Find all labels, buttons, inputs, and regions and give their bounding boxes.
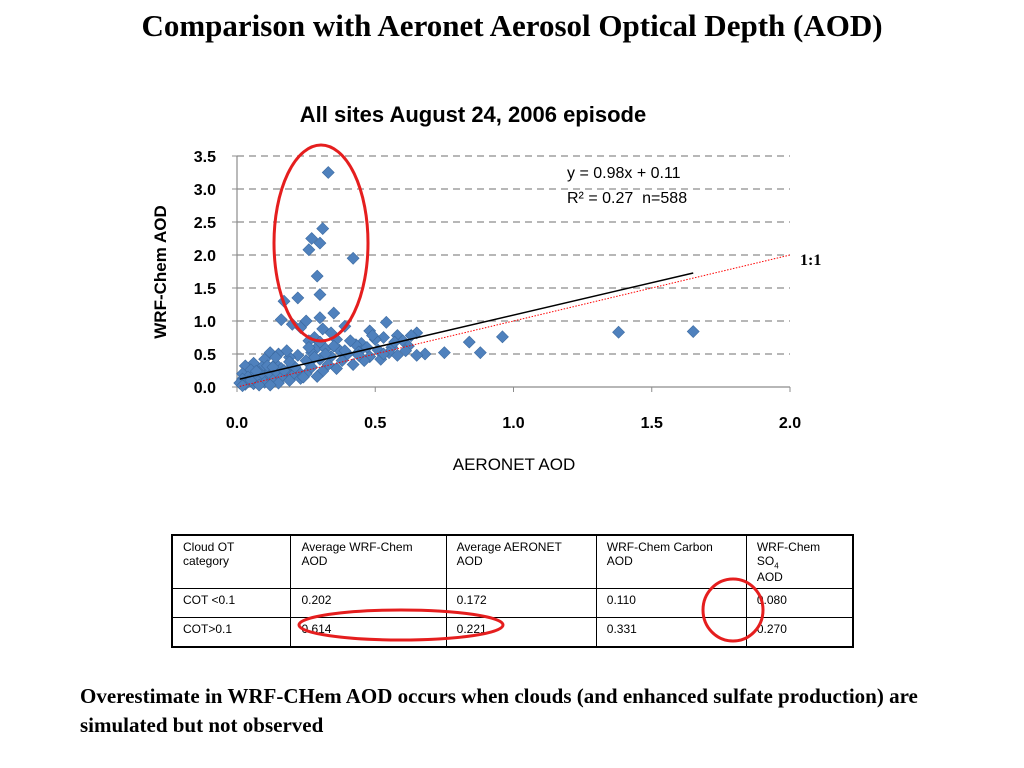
scatter-chart: All sites August 24, 2006 episode 0.0 0.5… xyxy=(151,102,821,474)
regression-equation: y = 0.98x + 0.11 xyxy=(567,165,681,182)
data-point xyxy=(327,306,341,320)
table-header-row: Cloud OT category Average WRF-Chem AOD A… xyxy=(171,534,854,590)
data-point xyxy=(302,243,316,257)
outlier-highlight-ellipse xyxy=(272,143,370,343)
data-point xyxy=(321,166,335,179)
table-cell: 0.270 xyxy=(745,617,854,649)
data-point xyxy=(310,370,324,383)
data-point xyxy=(305,232,319,245)
table-cell: 0.080 xyxy=(745,588,854,619)
data-point xyxy=(410,348,424,362)
y-tick-label: 2.5 xyxy=(194,215,216,232)
table-row: COT>0.1 0.614 0.221 0.331 0.270 xyxy=(171,617,854,649)
data-point xyxy=(296,370,310,384)
data-point xyxy=(236,379,249,393)
x-tick-label: 1.0 xyxy=(502,415,524,432)
table-cell: 0.172 xyxy=(445,588,597,619)
x-tick-label: 2.0 xyxy=(779,415,801,432)
axes xyxy=(232,155,791,392)
slide-title: Comparison with Aeronet Aerosol Optical … xyxy=(141,8,883,43)
data-point xyxy=(327,339,341,353)
data-point xyxy=(612,325,625,339)
fit-lines xyxy=(239,254,791,387)
data-point xyxy=(473,346,487,360)
data-point xyxy=(280,344,294,358)
data-point xyxy=(313,236,327,250)
y-tick-label: 3.5 xyxy=(194,149,216,166)
table-cell: 0.110 xyxy=(595,588,747,619)
tick-labels: 0.0 0.5 1.0 1.5 2.0 2.5 3.0 3.5 0.0 0.5 1.0 1.5 2.0 xyxy=(194,149,801,432)
data-point xyxy=(302,340,316,354)
table-row: COT <0.1 0.202 0.172 0.110 0.080 xyxy=(171,588,854,619)
table-cell: 0.614 xyxy=(290,617,447,649)
y-tick-label: 3.0 xyxy=(194,182,216,199)
table-cell: COT>0.1 xyxy=(171,617,292,649)
so4-label: WRF-Chem SO xyxy=(756,540,821,568)
y-tick-label: 1.0 xyxy=(194,314,216,331)
data-point xyxy=(366,329,379,342)
x-tick-label: 0.5 xyxy=(364,415,386,432)
data-point xyxy=(330,362,343,375)
data-point xyxy=(316,222,330,236)
so4-subscript: 4 xyxy=(774,561,779,571)
data-point xyxy=(399,344,413,358)
one-to-one-label: 1:1 xyxy=(800,252,821,269)
table-cell: 0.202 xyxy=(290,588,447,619)
data-point xyxy=(437,346,451,360)
y-tick-label: 2.0 xyxy=(194,248,216,265)
data-point xyxy=(274,313,288,327)
data-point xyxy=(269,350,283,364)
x-tick-label: 0.0 xyxy=(226,415,248,432)
y-tick-label: 0.5 xyxy=(194,347,216,364)
data-point xyxy=(283,373,296,387)
data-point xyxy=(263,378,277,392)
data-point xyxy=(346,251,360,265)
table-cell: COT <0.1 xyxy=(171,588,292,619)
y-tick-label: 1.5 xyxy=(194,281,216,298)
so4-aod-label: AOD xyxy=(756,570,783,585)
one-to-one-line xyxy=(239,254,791,387)
data-point xyxy=(379,315,393,329)
col-header-avg-wrf-chem: Average WRF-Chem AOD xyxy=(290,534,447,590)
col-header-avg-aeronet: Average AERONET AOD xyxy=(445,534,597,590)
aod-comparison-table: Cloud OT category Average WRF-Chem AOD A… xyxy=(171,534,854,649)
y-axis-label: WRF-Chem AOD xyxy=(151,205,170,338)
conclusion-text: Overestimate in WRF-CHem AOD occurs when… xyxy=(80,684,918,737)
table-cell: 0.221 xyxy=(445,617,597,649)
table-cell: 0.331 xyxy=(595,617,747,649)
regression-stats: R² = 0.27 n=588 xyxy=(567,190,687,207)
chart-title: All sites August 24, 2006 episode xyxy=(300,102,646,127)
col-header-carbon-aod: WRF-Chem Carbon AOD xyxy=(595,534,747,590)
col-header-so4-aod: WRF-Chem SO4 AOD xyxy=(745,534,854,590)
data-point xyxy=(319,347,332,361)
x-axis-label: AERONET AOD xyxy=(453,455,576,474)
x-tick-label: 1.5 xyxy=(641,415,663,432)
gridlines xyxy=(237,155,790,355)
data-point xyxy=(313,288,327,302)
regression-line xyxy=(239,272,694,380)
data-point xyxy=(686,325,700,338)
col-header-cloud-ot: Cloud OT category xyxy=(171,534,292,590)
data-point xyxy=(418,347,432,361)
data-point xyxy=(335,354,349,368)
data-point xyxy=(343,334,357,348)
y-tick-label: 0.0 xyxy=(194,380,216,397)
data-point xyxy=(346,358,360,371)
data-point xyxy=(496,330,509,344)
data-point xyxy=(313,311,327,325)
data-point xyxy=(291,291,305,305)
data-point xyxy=(310,269,324,283)
data-point xyxy=(390,348,404,362)
data-point xyxy=(462,335,476,349)
